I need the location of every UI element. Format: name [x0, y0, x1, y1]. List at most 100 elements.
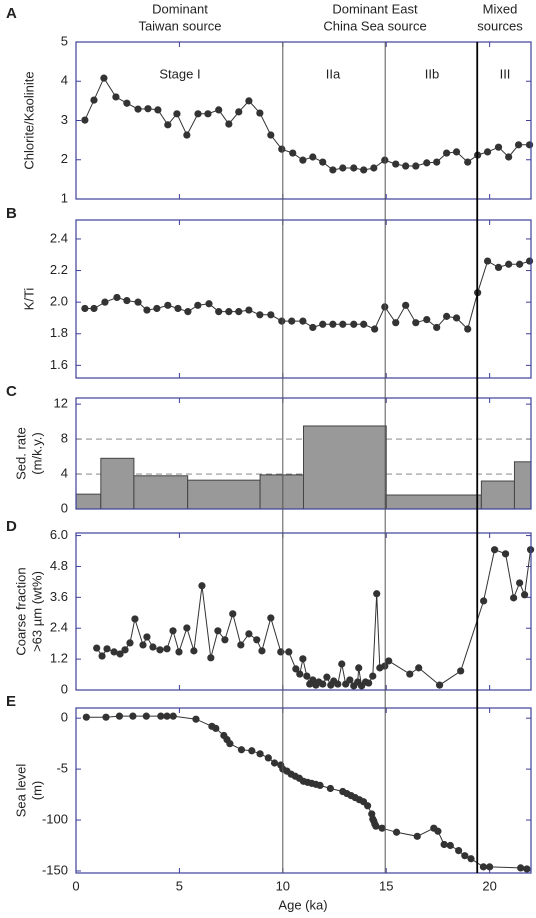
- data-point: [289, 149, 297, 157]
- header-label: Dominant: [152, 1, 208, 16]
- data-point: [346, 676, 354, 684]
- stage-label: IIa: [326, 66, 341, 81]
- y-tick-label: -5: [56, 761, 68, 776]
- data-point: [225, 120, 233, 128]
- data-point: [510, 594, 518, 602]
- data-point: [164, 121, 172, 129]
- y-tick-label: 4.8: [50, 558, 68, 573]
- data-point: [402, 301, 410, 309]
- data-line: [84, 260, 530, 330]
- data-point: [434, 827, 442, 835]
- data-point: [131, 615, 139, 623]
- data-point: [433, 323, 441, 332]
- header-label: sources: [477, 18, 523, 33]
- data-point: [153, 304, 161, 313]
- data-point: [464, 158, 472, 166]
- data-point: [235, 108, 243, 116]
- data-point: [443, 312, 451, 320]
- data-point: [385, 657, 393, 665]
- data-point: [299, 317, 307, 325]
- data-point: [256, 311, 264, 319]
- data-point: [143, 633, 151, 641]
- plot-frame: [75, 219, 532, 379]
- data-point: [523, 865, 531, 873]
- stage-label: IIb: [425, 66, 439, 81]
- y-tick-label: 0: [61, 500, 68, 515]
- data-point: [134, 298, 142, 306]
- data-point: [329, 166, 337, 174]
- y-axis-label: (m): [29, 781, 44, 801]
- data-point: [126, 639, 134, 647]
- data-point: [319, 320, 327, 328]
- y-tick-label: 0: [61, 710, 68, 725]
- y-tick-label: 12: [54, 396, 68, 411]
- data-point: [237, 641, 245, 649]
- data-point: [299, 156, 307, 164]
- data-point: [225, 308, 233, 316]
- data-point: [525, 257, 534, 265]
- x-tick-label: 10: [276, 878, 290, 893]
- y-tick-label: 3.6: [50, 589, 68, 604]
- x-tick-label: 5: [176, 878, 183, 893]
- header-label: China Sea source: [323, 18, 426, 33]
- data-point: [338, 660, 346, 668]
- y-axis-label: (m/k.y.): [29, 432, 44, 474]
- data-point: [288, 317, 296, 325]
- data-point: [134, 105, 142, 113]
- data-point: [392, 828, 401, 836]
- data-point: [116, 650, 124, 658]
- data-point: [214, 627, 222, 635]
- bar: [385, 494, 482, 510]
- plot-frame: [75, 397, 532, 510]
- y-tick-label: 3: [61, 112, 68, 127]
- y-tick-label: -150: [42, 862, 68, 877]
- data-point: [258, 647, 266, 655]
- data-point: [350, 320, 358, 328]
- data-point: [156, 646, 164, 654]
- bar: [303, 425, 387, 510]
- data-point: [494, 263, 503, 271]
- data-point: [212, 724, 220, 732]
- data-point: [440, 840, 448, 849]
- data-point: [90, 304, 98, 313]
- y-axis-label: Coarse fraction: [13, 567, 28, 655]
- data-point: [192, 715, 200, 723]
- data-point: [270, 759, 279, 767]
- data-point: [423, 315, 431, 324]
- data-point: [452, 148, 461, 156]
- y-tick-label: 1.2: [50, 651, 68, 666]
- data-point: [406, 670, 414, 678]
- data-point: [256, 109, 264, 117]
- data-point: [93, 644, 101, 652]
- data-point: [392, 319, 400, 327]
- data-point: [370, 164, 378, 172]
- panel-letter: E: [6, 693, 16, 710]
- data-point: [514, 141, 523, 149]
- header-label: Dominant East: [332, 1, 418, 16]
- data-point: [364, 802, 372, 810]
- data-point: [169, 712, 177, 720]
- data-point: [164, 301, 172, 309]
- data-point: [464, 325, 472, 333]
- stage-label: Stage I: [159, 66, 200, 81]
- data-point: [157, 712, 165, 720]
- data-point: [319, 680, 327, 688]
- y-tick-label: 2.2: [50, 262, 68, 277]
- data-point: [365, 679, 373, 687]
- y-tick-label: 5: [61, 33, 68, 48]
- data-point: [285, 648, 293, 656]
- data-point: [378, 824, 386, 832]
- data-point: [144, 105, 152, 113]
- data-point: [143, 306, 151, 314]
- panel-letter: C: [6, 383, 17, 400]
- data-point: [494, 143, 503, 151]
- y-axis-label: Sea level: [13, 764, 28, 818]
- data-point: [483, 257, 492, 265]
- data-point: [121, 646, 129, 654]
- data-point: [205, 300, 213, 308]
- data-point: [505, 260, 513, 268]
- data-point: [415, 664, 423, 672]
- data-point: [245, 630, 253, 638]
- y-tick-label: 2.0: [50, 294, 68, 309]
- data-point: [102, 713, 110, 721]
